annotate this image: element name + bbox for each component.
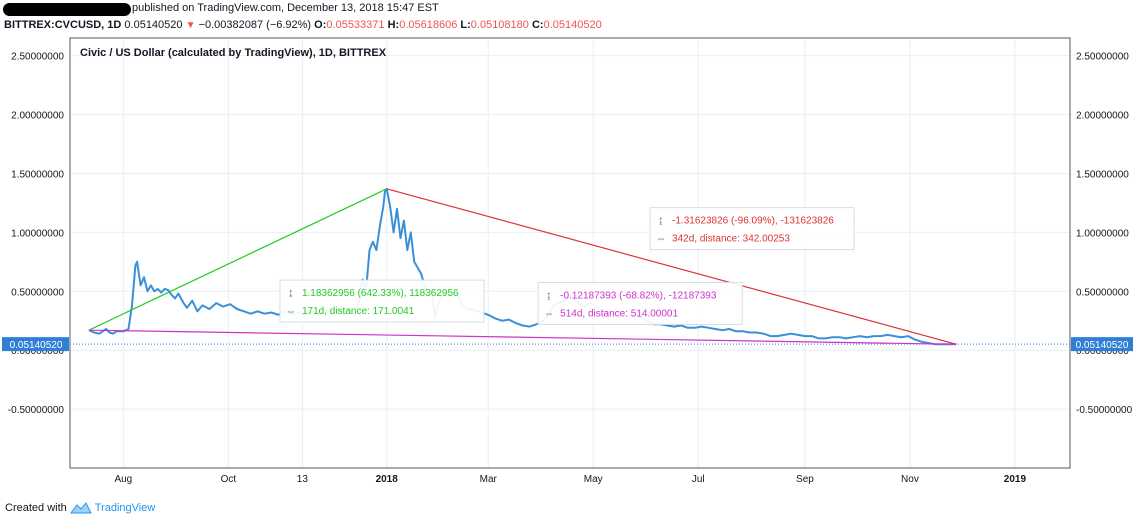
ohlc-legend: BITTREX:CVCUSD, 1D 0.05140520 ▼ −0.00382… — [4, 19, 602, 31]
y-tick-label-right: 0.00000000 — [1076, 346, 1129, 357]
x-tick-label: 2018 — [376, 474, 399, 485]
y-tick-label-left: 0.00000000 — [11, 346, 64, 357]
y-tick-label-left: 0.50000000 — [11, 287, 64, 298]
y-tick-label-left: 1.50000000 — [11, 169, 64, 180]
x-tick-label: 13 — [297, 474, 309, 485]
green-measure-price: 1.18362956 (642.33%), 118362956 — [302, 288, 459, 299]
close-label: C: — [531, 19, 544, 31]
y-tick-label-right: -0.50000000 — [1076, 405, 1133, 416]
last-price-badge-right-text: 0.05140520 — [1076, 340, 1129, 351]
plot-border — [69, 37, 1071, 469]
created-with-label: Created with — [5, 502, 67, 514]
red-measure-price: -1.31623826 (-96.09%), -131623826 — [672, 216, 834, 227]
chart-title: Civic / US Dollar (calculated by Trading… — [80, 47, 387, 59]
y-tick-label-right: 1.50000000 — [1076, 169, 1129, 180]
y-tick-label-left: -0.50000000 — [8, 405, 65, 416]
close-value: 0.05140520 — [543, 19, 602, 31]
y-tick-label-right: 1.00000000 — [1076, 228, 1129, 239]
y-tick-label-left: 1.00000000 — [11, 228, 64, 239]
magenta-measure-box — [537, 281, 743, 325]
y-tick-label-right: 2.00000000 — [1076, 111, 1129, 122]
x-tick-label: Sep — [796, 474, 814, 485]
green-measure-range-icon: ⇔ — [286, 306, 296, 317]
high-value: 0.05618606 — [399, 19, 458, 31]
red-measure-range: 342d, distance: 342.00253 — [672, 234, 790, 245]
magenta-measure-price-icon: ↨ — [546, 289, 552, 301]
green-measure-price-icon: ↨ — [288, 287, 294, 299]
change-value: −0.00382087 (−6.92%) — [198, 19, 312, 31]
x-tick-label: May — [584, 474, 603, 485]
magenta-trendline — [88, 329, 957, 345]
magenta-measure-price: -0.12187393 (-68.82%), -12187393 — [560, 290, 717, 301]
price-chart[interactable]: 2.50000000 2.50000000 2.00000000 2.00000000… — [0, 36, 1140, 498]
magenta-measure-range-icon: ⇔ — [544, 308, 554, 319]
open-value: 0.05533371 — [326, 19, 385, 31]
green-measure-range: 171d, distance: 171.0041 — [302, 306, 415, 317]
down-arrow-icon: ▼ — [185, 20, 196, 31]
y-tick-label-left: 2.50000000 — [11, 52, 64, 63]
x-tick-label: Nov — [901, 474, 919, 485]
low-value: 0.05108180 — [470, 19, 529, 31]
last-price-badge-left — [2, 337, 69, 352]
low-label: L: — [460, 19, 471, 31]
redacted-author — [3, 3, 131, 16]
x-tick-label: Aug — [114, 474, 132, 485]
open-label: O: — [314, 19, 327, 31]
x-tick-label: Mar — [480, 474, 498, 485]
green-trendline — [88, 188, 387, 331]
tradingview-link[interactable]: TradingView — [94, 502, 156, 514]
y-tick-label-left: 2.00000000 — [11, 111, 64, 122]
chart-header: published on TradingView.com, December 1… — [0, 0, 1140, 36]
green-measure-box — [279, 279, 485, 323]
symbol-label[interactable]: BITTREX:CVCUSD, 1D — [4, 19, 122, 31]
last-price-badge-right — [1071, 337, 1133, 352]
high-label: H: — [387, 19, 400, 31]
red-trendline — [386, 188, 957, 345]
y-tick-label-right: 0.50000000 — [1076, 287, 1129, 298]
plot-area — [70, 38, 1070, 468]
last-price: 0.05140520 — [124, 19, 183, 31]
footer: Created with TradingView — [5, 501, 155, 515]
x-tick-label: Oct — [221, 474, 237, 485]
red-measure-price-icon: ↨ — [658, 215, 664, 227]
x-tick-label: 2019 — [1004, 474, 1027, 485]
published-note: published on TradingView.com, December 1… — [132, 2, 439, 14]
red-measure-box — [649, 207, 855, 251]
tradingview-logo-icon — [69, 502, 92, 514]
red-measure-range-icon: ⇔ — [656, 234, 666, 245]
magenta-measure-range: 514d, distance: 514.00001 — [560, 308, 678, 319]
x-tick-label: Jul — [692, 474, 705, 485]
y-tick-label-right: 2.50000000 — [1076, 52, 1129, 63]
last-price-badge-left-text: 0.05140520 — [10, 340, 63, 351]
